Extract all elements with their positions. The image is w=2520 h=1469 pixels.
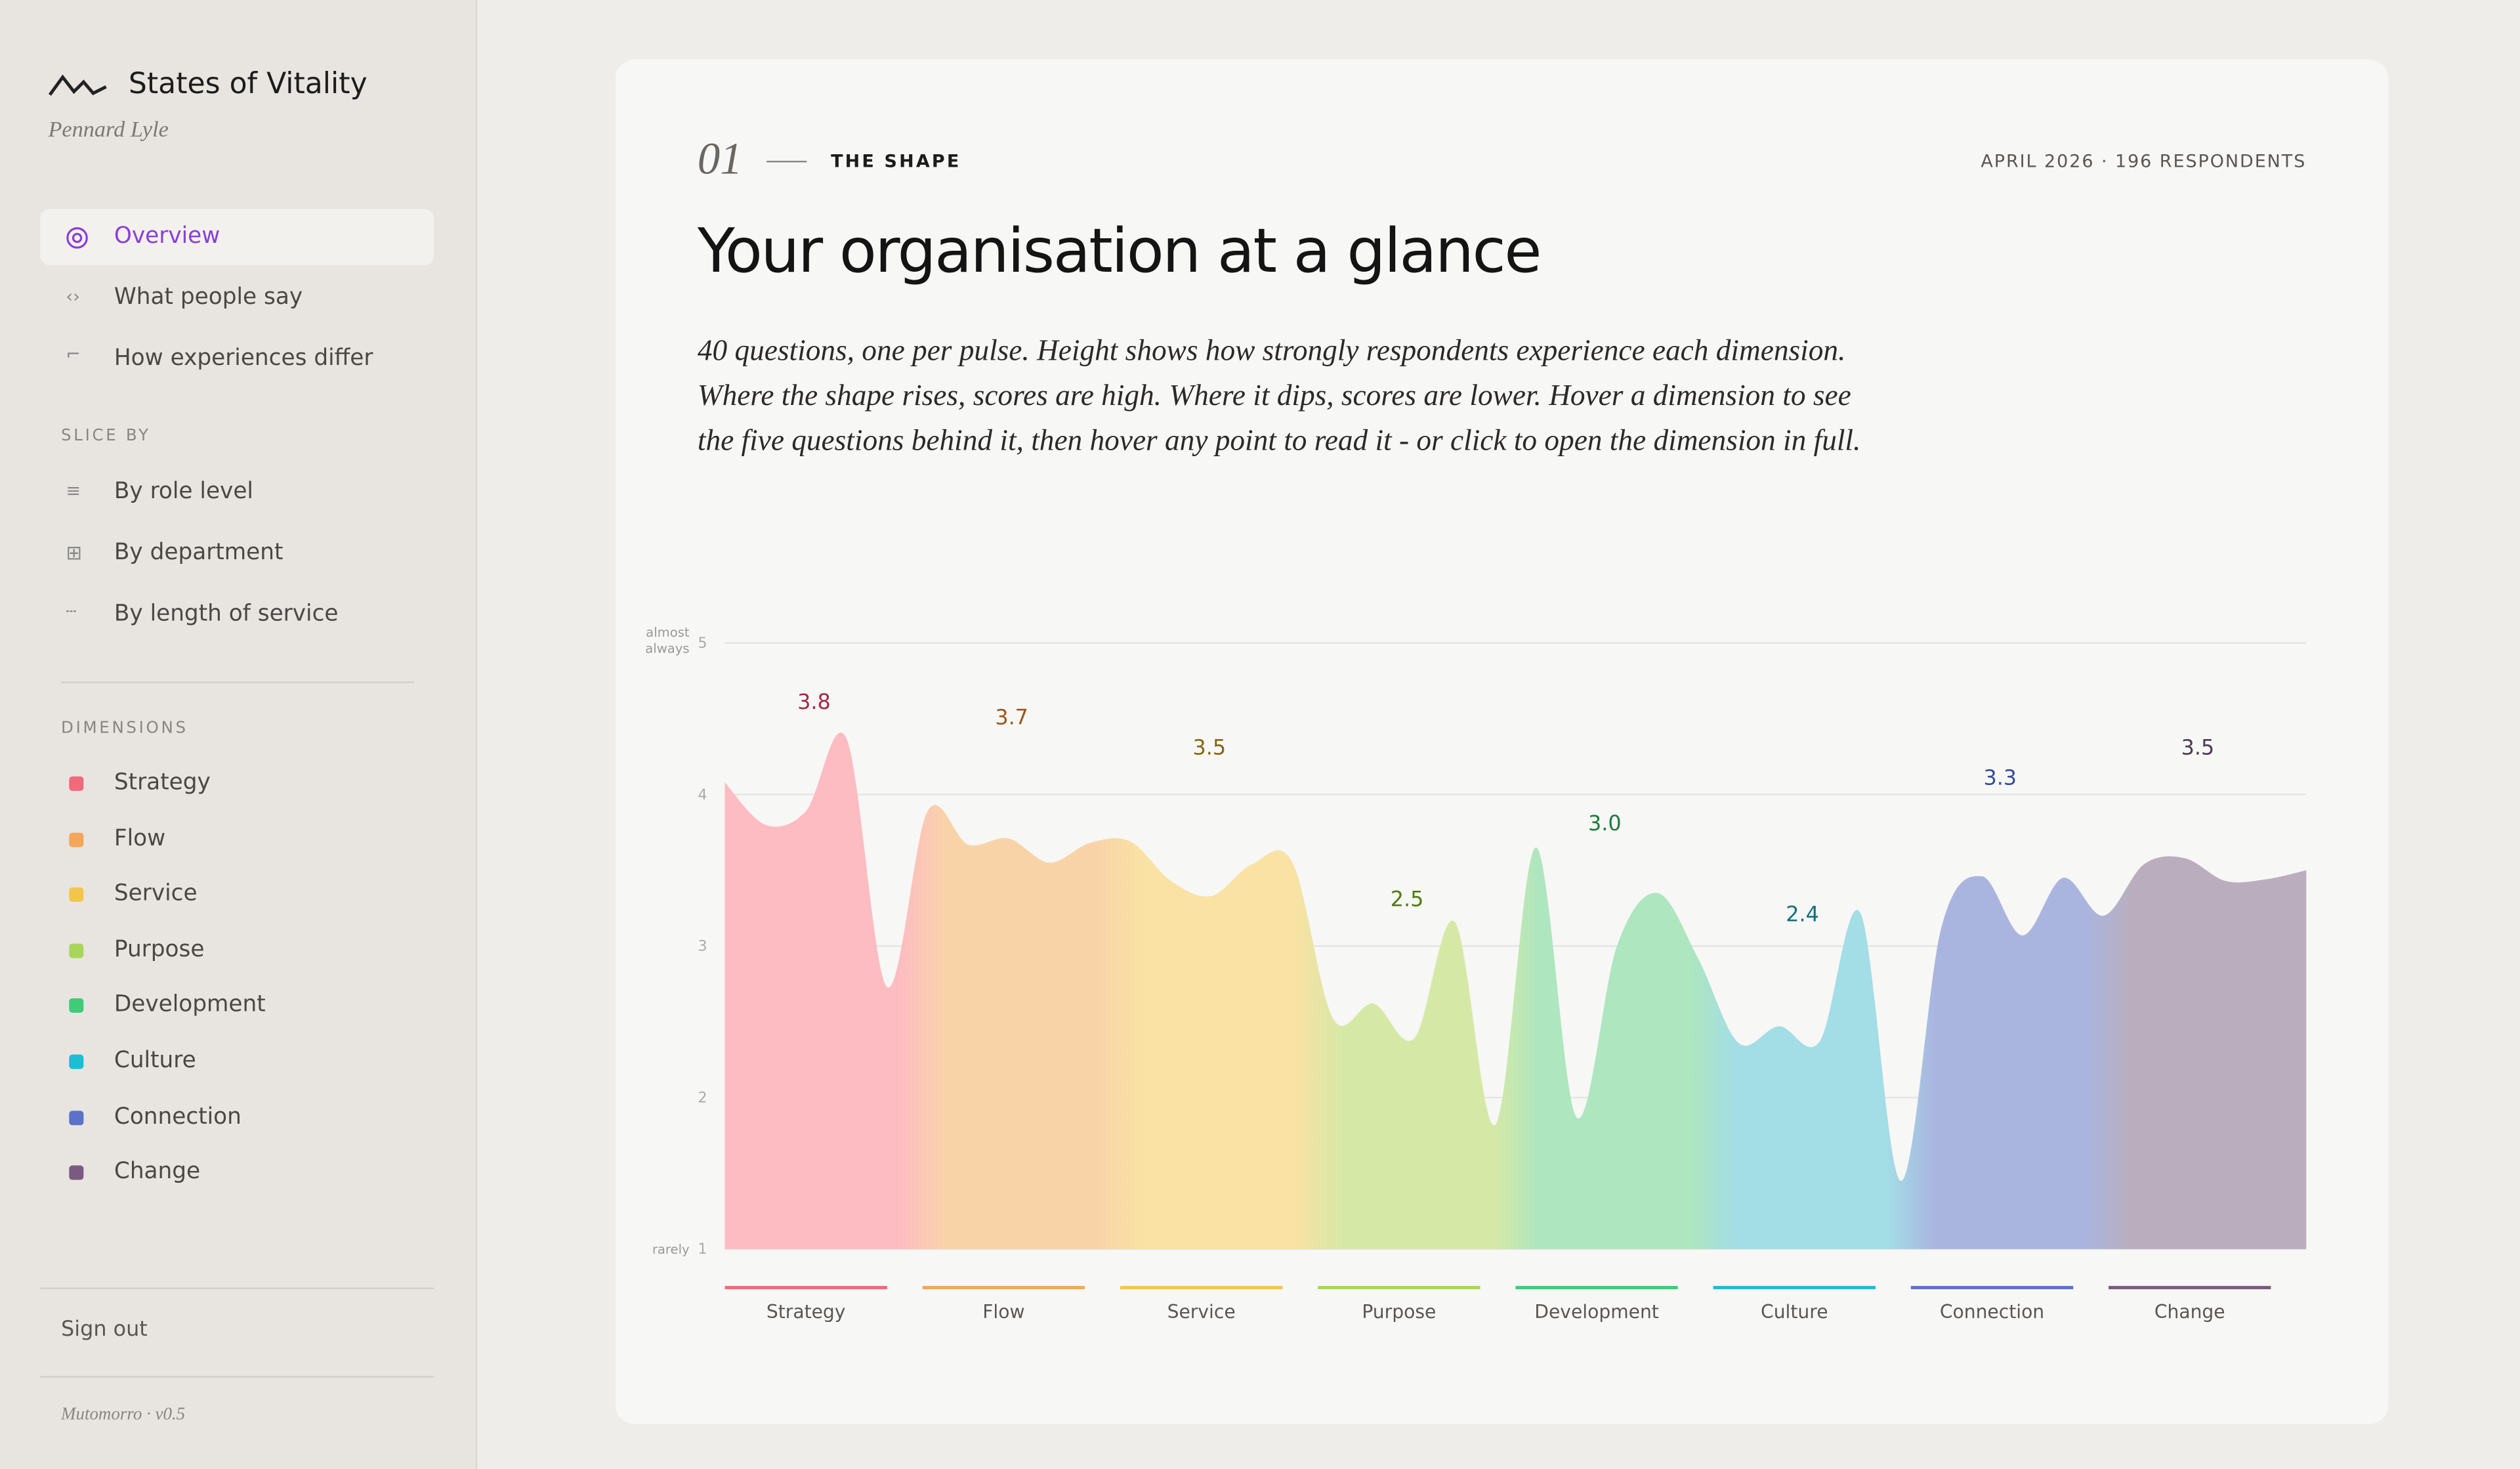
section-header: DIMENSIONS (61, 720, 188, 738)
legend-swatch (69, 887, 84, 903)
description: 40 questions, one per pulse. Height show… (697, 335, 1861, 458)
nav-item[interactable]: How experiences differ (114, 345, 373, 372)
legend-swatch (69, 1110, 84, 1125)
logo (48, 74, 107, 96)
author: Pennard Lyle (48, 119, 169, 143)
dimension-item[interactable]: Service (114, 881, 198, 907)
icon (66, 227, 88, 249)
dimension-item[interactable]: Development (114, 992, 266, 1019)
brand: States of Vitality (128, 67, 368, 102)
nav-item[interactable]: Overview (114, 223, 220, 249)
value-label: 3.0 (1588, 811, 1622, 836)
section-number: 01 (697, 135, 743, 185)
x-label: Culture (1761, 1301, 1828, 1323)
section-header: SLICE BY (61, 427, 151, 446)
nav-item[interactable]: By length of service (114, 601, 339, 628)
dimension-item[interactable]: Change (114, 1159, 201, 1185)
x-label: Service (1167, 1301, 1236, 1323)
dimension-item[interactable]: Flow (114, 825, 166, 851)
y-tick-label: 1 (698, 1241, 707, 1258)
value-label: 2.4 (1786, 901, 1819, 926)
x-label: Development (1534, 1301, 1659, 1323)
y-bottom-label: rarely (652, 1242, 690, 1257)
meta: APRIL 2026 · 196 RESPONDENTS (1981, 151, 2307, 173)
y-tick-label: 5 (698, 635, 707, 652)
legend-swatch (69, 776, 84, 791)
divider (61, 681, 415, 683)
icon: ⊞ (66, 542, 83, 564)
sidebar: States of Vitality Pennard Lyle Overview… (0, 0, 478, 1469)
nav-item[interactable]: What people say (114, 284, 303, 310)
x-label: Connection (1940, 1301, 2044, 1323)
dimension-item[interactable]: Purpose (114, 937, 205, 963)
x-label: Purpose (1362, 1301, 1436, 1323)
icon: ┄ (66, 601, 77, 622)
nav-item[interactable]: By department (114, 540, 284, 566)
nav-active-bg (40, 209, 434, 266)
icon: ⌐ (66, 344, 81, 365)
y-tick-label: 2 (698, 1090, 707, 1106)
title: Your organisation at a glance (697, 215, 1542, 286)
kicker: THE SHAPE (831, 151, 961, 173)
value-label: 2.5 (1391, 886, 1424, 911)
value-label: 3.8 (797, 689, 831, 714)
dimension-item[interactable]: Culture (114, 1048, 196, 1074)
nav-item[interactable]: By role level (114, 479, 253, 505)
value-label: 3.3 (1983, 765, 2017, 790)
dimension-item[interactable]: Strategy (114, 770, 211, 796)
version: Mutomorro · v0.5 (61, 1405, 186, 1424)
divider (40, 1287, 434, 1290)
legend-swatch (69, 943, 84, 958)
x-label: Flow (982, 1301, 1024, 1323)
value-label: 3.5 (2181, 734, 2215, 759)
area (724, 732, 2307, 1249)
x-label: Change (2154, 1301, 2225, 1323)
value-label: 3.7 (995, 704, 1028, 729)
legend-swatch (69, 1054, 84, 1069)
y-top-label: almost always (645, 625, 690, 655)
sign-out[interactable]: Sign out (61, 1318, 148, 1342)
divider (40, 1376, 434, 1378)
legend-swatch (69, 998, 84, 1013)
legend-swatch (69, 832, 84, 847)
value-label: 3.5 (1193, 734, 1227, 759)
icon: ‹› (66, 286, 80, 307)
icon: ≡ (66, 480, 81, 502)
dimension-item[interactable]: Connection (114, 1103, 242, 1130)
rule (766, 160, 807, 163)
x-label: Strategy (766, 1301, 846, 1323)
legend-swatch (69, 1165, 84, 1181)
y-tick-label: 4 (698, 787, 707, 803)
y-tick-label: 3 (698, 939, 707, 955)
